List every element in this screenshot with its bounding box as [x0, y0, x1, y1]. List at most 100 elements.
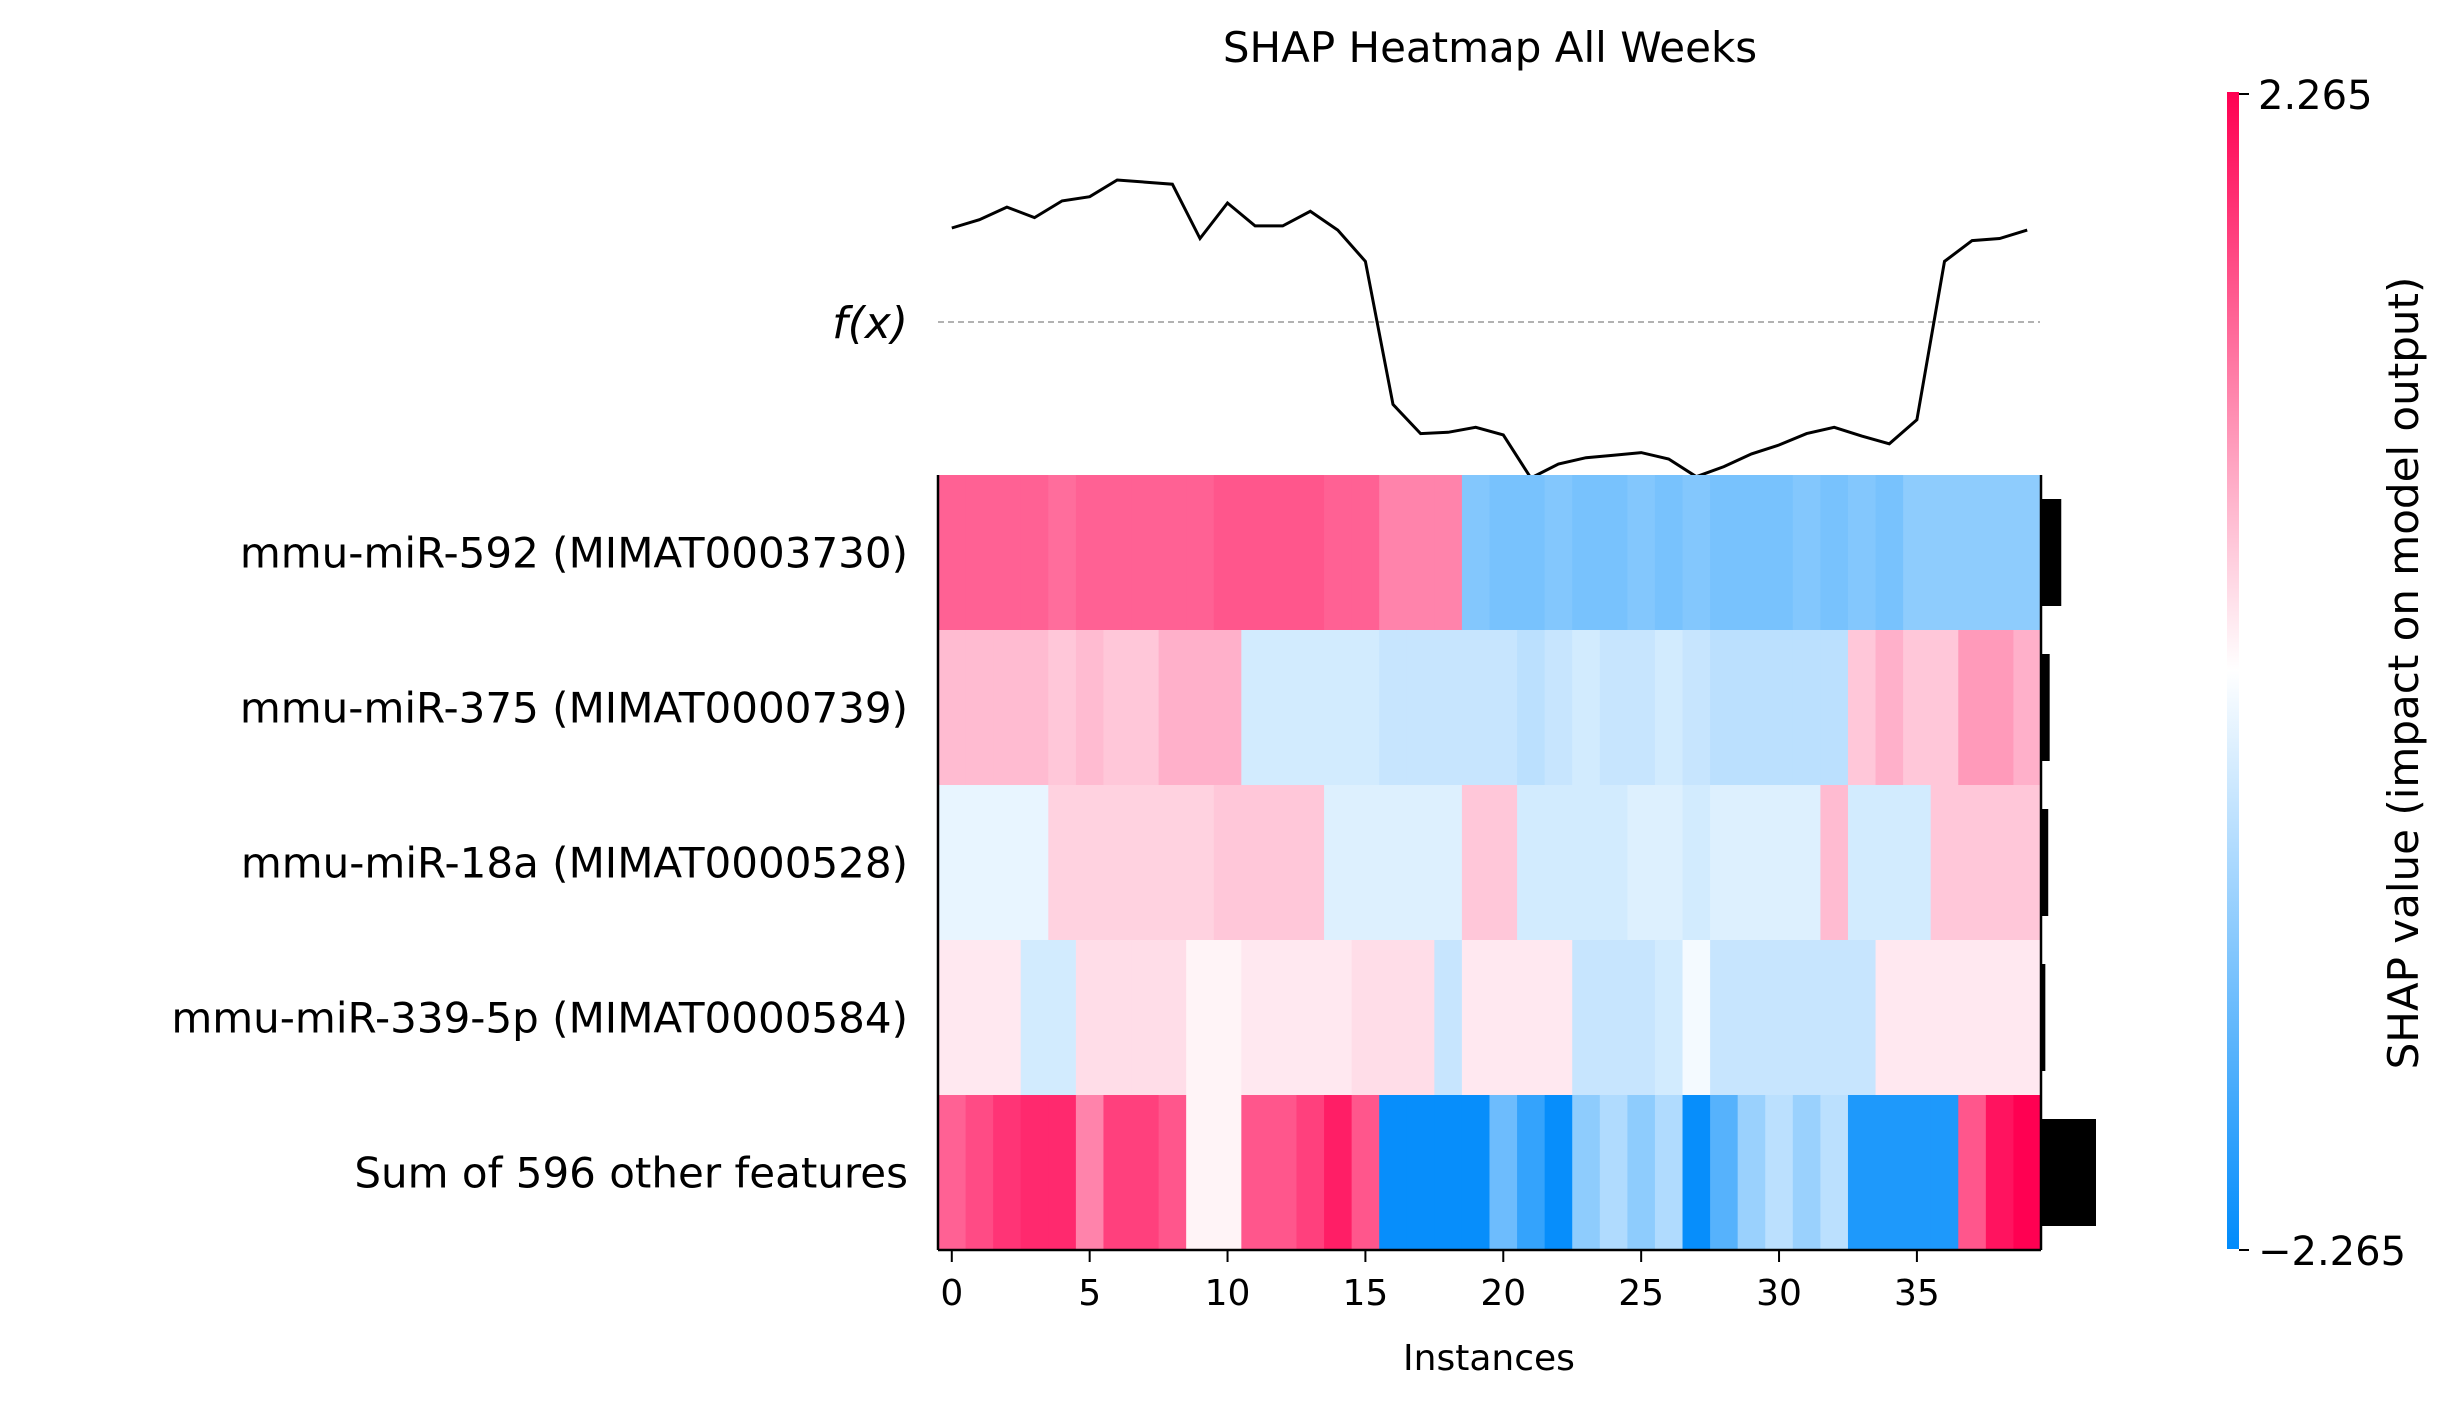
heatmap-cell — [1654, 1095, 1684, 1250]
heatmap-cell — [1765, 785, 1794, 940]
heatmap-cell — [938, 1095, 967, 1250]
heatmap-cell — [1379, 1095, 1408, 1250]
heatmap-cell — [1572, 940, 1601, 1095]
importance-bar — [2041, 654, 2050, 761]
heatmap-cell — [1186, 630, 1215, 785]
heatmap-cell — [1820, 475, 1849, 630]
heatmap-cell — [1351, 1095, 1380, 1250]
colorbar: 2.265 −2.265 SHAP value (impact on model… — [2227, 73, 2428, 1275]
heatmap-cell — [1599, 475, 1628, 630]
heatmap-cell — [1186, 940, 1215, 1095]
heatmap-cell — [1682, 940, 1711, 1095]
heatmap-cell — [1213, 475, 1242, 630]
heatmap-cell — [1379, 475, 1408, 630]
feature-label: mmu-miR-375 (MIMAT0000739) — [240, 684, 908, 733]
heatmap-cell — [1351, 630, 1380, 785]
heatmap-cell — [1158, 475, 1187, 630]
heatmap-cell — [1544, 630, 1573, 785]
heatmap-cell — [1268, 785, 1298, 940]
heatmap-cell — [1544, 1095, 1573, 1250]
heatmap-cell — [1847, 475, 1877, 630]
heatmap-cell — [1048, 785, 1077, 940]
fx-line — [951, 178, 2028, 480]
heatmap-cell — [1572, 475, 1601, 630]
heatmap-cell — [1517, 630, 1546, 785]
heatmap-cell — [1710, 1095, 1739, 1250]
importance-bar — [2041, 1119, 2096, 1226]
heatmap-cell — [1599, 630, 1628, 785]
heatmap-cell — [938, 940, 967, 1095]
heatmap-cell — [1654, 940, 1684, 1095]
heatmap-cell — [1075, 475, 1105, 630]
heatmap-cell — [1324, 785, 1353, 940]
heatmap-cell — [1075, 940, 1105, 1095]
heatmap-cell — [993, 1095, 1022, 1250]
heatmap-cell — [1847, 940, 1877, 1095]
importance-bar — [2041, 964, 2046, 1071]
heatmap-cell — [1903, 785, 1932, 940]
heatmap-cell — [1627, 940, 1656, 1095]
heatmap-cell — [1765, 475, 1794, 630]
heatmap-cell — [1958, 475, 1987, 630]
heatmap-cell — [1324, 630, 1353, 785]
heatmap-cell — [1765, 1095, 1794, 1250]
heatmap-cell — [1379, 785, 1408, 940]
x-tick-label: 20 — [1480, 1273, 1526, 1314]
heatmap-cell — [2013, 785, 2042, 940]
heatmap-cell — [1544, 475, 1573, 630]
heatmap-cell — [1682, 1095, 1711, 1250]
heatmap-cell — [1434, 785, 1463, 940]
heatmap-cell — [1599, 1095, 1628, 1250]
x-tick-label: 30 — [1756, 1273, 1802, 1314]
heatmap-cell — [2013, 630, 2042, 785]
chart-title: SHAP Heatmap All Weeks — [1223, 23, 1757, 72]
heatmap-cell — [1131, 785, 1160, 940]
heatmap-cell — [1847, 785, 1877, 940]
heatmap-cell — [1958, 940, 1987, 1095]
heatmap-cell — [1379, 940, 1408, 1095]
heatmap-cell — [965, 475, 994, 630]
heatmap-cell — [1434, 940, 1463, 1095]
heatmap-cell — [938, 475, 967, 630]
heatmap-cell — [1737, 1095, 1766, 1250]
heatmap-cell — [1461, 1095, 1491, 1250]
heatmap-cell — [1654, 785, 1684, 940]
heatmap-cell — [1903, 1095, 1932, 1250]
heatmap-cell — [1958, 785, 1987, 940]
heatmap-cell — [1020, 475, 1049, 630]
heatmap-cell — [1710, 940, 1739, 1095]
heatmap-cell — [1296, 475, 1325, 630]
x-tick-label: 10 — [1205, 1273, 1251, 1314]
heatmap-cell — [1213, 1095, 1242, 1250]
heatmap-cell — [1985, 785, 2015, 940]
heatmap-cell — [1103, 1095, 1132, 1250]
heatmap-cell — [1186, 785, 1215, 940]
heatmap-cell — [1792, 785, 1821, 940]
heatmap-cell — [1489, 630, 1518, 785]
heatmap-cell — [1792, 940, 1821, 1095]
heatmap-cell — [965, 785, 994, 940]
heatmap-cell — [1875, 630, 1904, 785]
heatmap-cell — [1351, 940, 1380, 1095]
colorbar-max-label: 2.265 — [2258, 73, 2373, 119]
heatmap-cell — [1131, 630, 1160, 785]
heatmap-cell — [1847, 630, 1877, 785]
heatmap-cell — [1985, 475, 2015, 630]
heatmap-cell — [1048, 1095, 1077, 1250]
heatmap-cell — [1985, 1095, 2015, 1250]
heatmap-cell — [1820, 940, 1849, 1095]
feature-label: mmu-miR-18a (MIMAT0000528) — [241, 839, 908, 888]
heatmap-cell — [1296, 940, 1325, 1095]
heatmap-cell — [1461, 475, 1491, 630]
heatmap-cell — [1158, 1095, 1187, 1250]
heatmap-cell — [1654, 630, 1684, 785]
heatmap-cell — [1075, 630, 1105, 785]
feature-label: mmu-miR-592 (MIMAT0003730) — [240, 529, 908, 578]
heatmap-cell — [1930, 475, 1959, 630]
x-tick-label: 35 — [1894, 1273, 1940, 1314]
heatmap-cell — [1489, 1095, 1518, 1250]
heatmap-cell — [1985, 630, 2015, 785]
heatmap-cell — [1103, 475, 1132, 630]
x-tick-label: 15 — [1343, 1273, 1389, 1314]
heatmap-cell — [1820, 630, 1849, 785]
